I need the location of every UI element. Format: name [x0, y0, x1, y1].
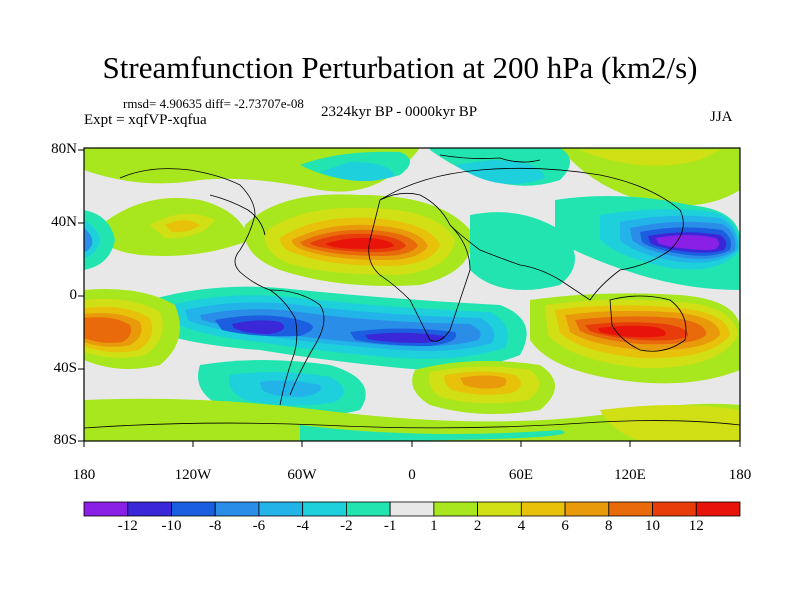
contour-band [84, 317, 131, 343]
coastlines [84, 154, 740, 429]
south-america-coast [269, 289, 325, 396]
contour-band [560, 148, 740, 206]
contour-band [365, 332, 446, 343]
lon-label: 0 [408, 467, 416, 483]
colorbar-swatch [695, 501, 741, 517]
colorbar-label: -4 [296, 518, 309, 534]
colorbar-swatch [389, 501, 435, 517]
contour-band [165, 220, 200, 233]
colorbar-swatch [83, 501, 129, 517]
eurasia-coast [379, 167, 684, 301]
lat-label: 40S [53, 360, 77, 376]
contour-band [470, 212, 575, 290]
lat-label: 0 [69, 287, 78, 303]
contour-band [656, 235, 719, 250]
colorbar-label: 10 [645, 518, 661, 534]
arctic-coast [439, 154, 541, 163]
colorbar-label: 12 [688, 518, 704, 534]
colorbar-label: 2 [473, 518, 482, 534]
colorbar-label: 8 [605, 518, 613, 534]
australia-coast [609, 295, 687, 352]
colorbar-swatch [433, 501, 479, 517]
contour-band [460, 375, 507, 389]
lon-label: 60W [287, 467, 317, 483]
contour-band [84, 228, 93, 252]
colorbar-swatch [345, 501, 391, 517]
colorbar-label: 6 [561, 518, 569, 534]
colorbar-label: 1 [430, 518, 438, 534]
colorbar-label: -2 [340, 518, 353, 534]
contour-band [300, 425, 565, 441]
americas-coast [119, 168, 298, 406]
colorbar-swatch [214, 501, 260, 517]
colorbar-swatch [302, 501, 347, 517]
colorbar-label: 4 [517, 518, 526, 534]
lon-label: 60E [508, 467, 534, 483]
colorbar-label: -1 [383, 518, 397, 534]
experiment-label: Expt = xqfVP-xqfua [84, 112, 207, 128]
contour-band [232, 320, 285, 334]
lon-label: 180 [728, 467, 752, 483]
stats-label: rmsd= 4.90635 diff= -2.73707e-08 [123, 96, 304, 111]
season-label: JJA [710, 109, 733, 125]
colorbar-swatch [652, 501, 697, 517]
africa-coast [368, 192, 471, 342]
colorbar-swatch [520, 501, 566, 517]
colorbar-swatch [477, 501, 522, 517]
lon-label: 120E [614, 467, 646, 483]
colorbar-swatch [608, 501, 653, 517]
colorbar-swatch [127, 501, 172, 517]
lat-label: 80S [53, 432, 77, 448]
axis-ticks [78, 149, 741, 447]
colorbar-label: -12 [117, 518, 138, 534]
contour-band [84, 398, 740, 441]
contour-band [320, 162, 395, 182]
contour-fields [84, 148, 740, 441]
north-america-east-coast [209, 194, 266, 236]
contour-band [455, 160, 545, 185]
colorbar-label: -6 [252, 518, 266, 534]
colorbar-swatch [564, 501, 610, 517]
colorbar [83, 501, 741, 517]
colorbar-label: -10 [161, 518, 182, 534]
period-label: 2324kyr BP - 0000kyr BP [321, 104, 478, 120]
contour-band [598, 325, 666, 338]
colorbar-label: -8 [208, 518, 222, 534]
lat-label: 40N [51, 214, 77, 230]
contour-band [600, 405, 740, 441]
contour-band [580, 150, 720, 166]
lat-label: 80N [51, 141, 77, 157]
colorbar-swatch [171, 501, 216, 517]
contour-band [325, 237, 394, 249]
lon-label: 180 [72, 467, 96, 483]
lon-label: 120W [174, 467, 212, 483]
antarctica-coast [84, 420, 740, 429]
colorbar-swatch [258, 501, 304, 517]
chart-title: Streamfunction Perturbation at 200 hPa (… [102, 50, 698, 85]
contour-band [260, 380, 321, 397]
